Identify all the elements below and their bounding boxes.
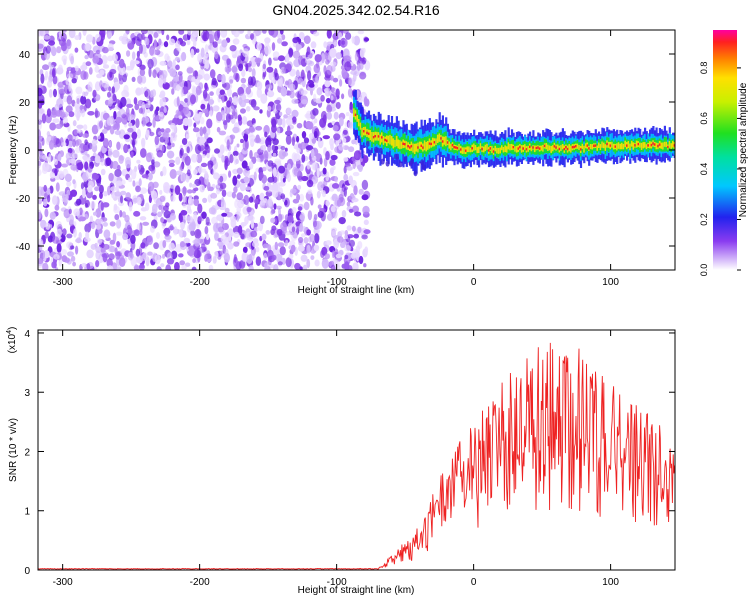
colorbar-gradient	[713, 30, 737, 270]
snr-scale-base: (x10	[7, 333, 18, 353]
snr-scale-exponent: 4	[6, 330, 13, 334]
snr-panel: -300 -200 -100 0 100 0 1 2 3 4 Height of straigh…	[6, 327, 676, 596]
spectrogram-x-axis: -300 -200 -100 0 100	[53, 30, 619, 288]
y-tick-label: 0	[24, 146, 30, 157]
y-tick-label: -40	[16, 242, 31, 253]
colorbar-tick-label: 0.8	[699, 62, 709, 75]
snr-x-axis: -300 -200 -100 0 100	[53, 330, 619, 588]
colorbar-tick-label: 0.2	[699, 213, 709, 226]
spectrogram-y-label: Frequency (Hz)	[8, 116, 19, 185]
x-tick-label: -100	[327, 277, 347, 288]
x-tick-label: 0	[471, 277, 477, 288]
snr-x-label: Height of straight line (km)	[298, 585, 415, 596]
x-tick-label: -100	[327, 577, 347, 588]
x-tick-label: 0	[471, 577, 477, 588]
snr-frame	[37, 329, 676, 571]
figure-title: GN04.2025.342.02.54.R16	[272, 2, 440, 18]
y-tick-label: 20	[19, 98, 31, 109]
colorbar-label: Normalized spectral amplitude	[738, 82, 749, 217]
spectrogram-noise-field	[38, 30, 371, 270]
colorbar-tick-label: 0.6	[699, 112, 709, 125]
x-tick-label: -200	[190, 277, 210, 288]
y-tick-label: 4	[24, 329, 30, 340]
x-tick-label: -300	[53, 577, 73, 588]
y-tick-label: 0	[24, 566, 30, 577]
x-tick-label: 100	[602, 277, 619, 288]
y-tick-label: 1	[24, 507, 30, 518]
x-tick-label: 100	[602, 577, 619, 588]
snr-scale-close: )	[7, 327, 18, 330]
colorbar: 0.0 0.2 0.4 0.6 0.8 Normalized spectral ampl…	[699, 30, 749, 276]
y-tick-label: 2	[24, 447, 30, 458]
snr-y-axis: 0 1 2 3 4	[24, 329, 675, 577]
snr-series-line	[38, 342, 675, 570]
colorbar-axis: 0.0 0.2 0.4 0.6 0.8	[699, 62, 741, 277]
colorbar-tick-label: 0.0	[699, 264, 709, 277]
spectrogram-signal-track	[353, 89, 675, 177]
spectrogram-y-axis: -40 -20 0 20 40	[16, 50, 675, 253]
colorbar-tick-label: 0.4	[699, 163, 709, 176]
snr-scale-label: (x104)	[6, 327, 18, 354]
spectrogram-x-label: Height of straight line (km)	[298, 285, 415, 296]
y-tick-label: 3	[24, 388, 30, 399]
y-tick-label: -20	[16, 194, 31, 205]
snr-y-label: SNR (10 * v/v)	[8, 418, 19, 482]
y-tick-label: 40	[19, 50, 31, 61]
x-tick-label: -200	[190, 577, 210, 588]
x-tick-label: -300	[53, 277, 73, 288]
